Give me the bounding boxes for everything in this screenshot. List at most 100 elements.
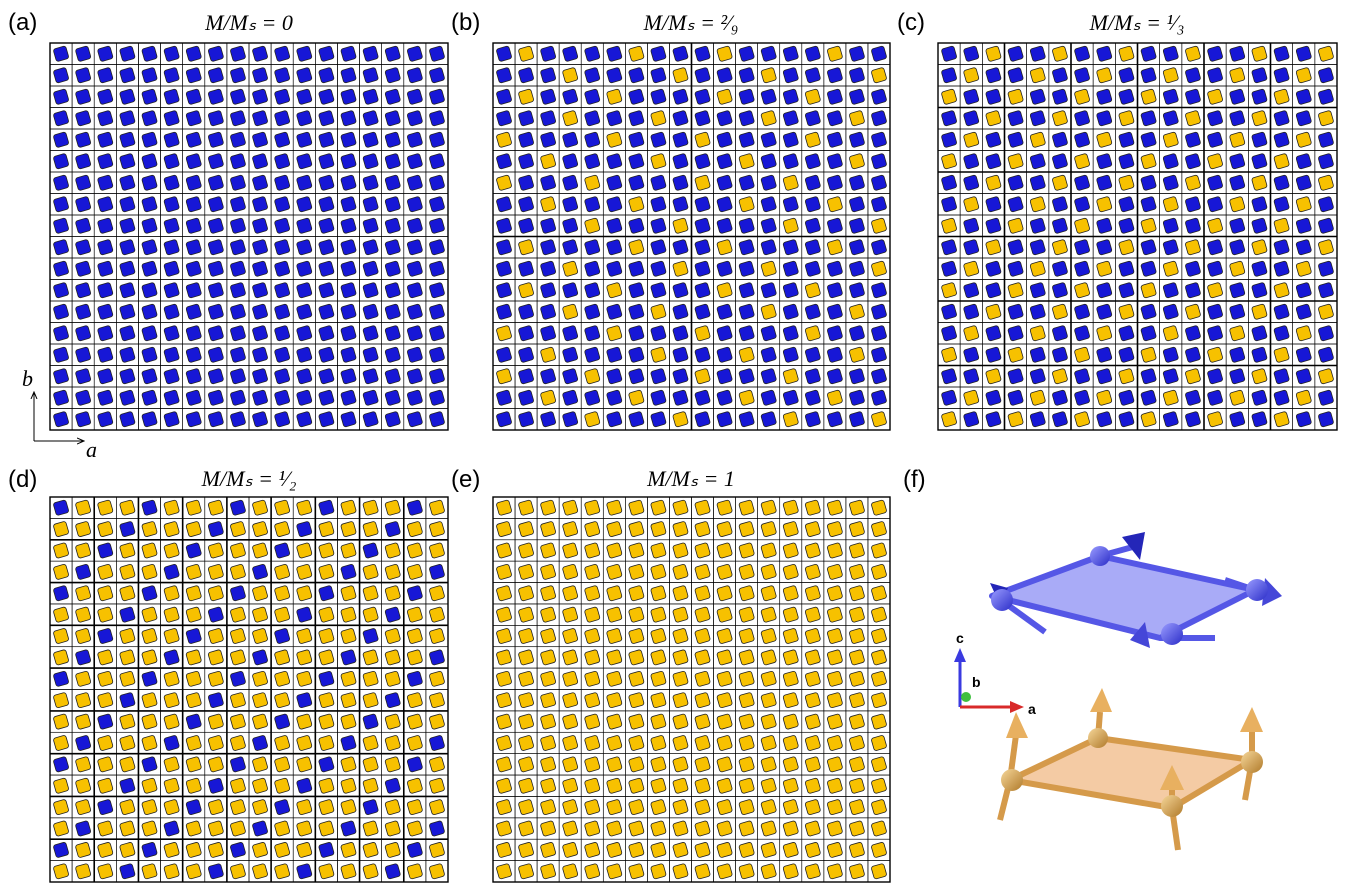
spin [650,606,667,623]
spin [518,564,534,580]
spin [274,564,291,580]
spin [716,45,733,62]
spin [207,542,224,559]
spin [384,88,401,105]
spin [716,499,733,516]
spin [804,521,821,537]
spin [584,820,601,837]
spin [252,131,268,148]
spin [384,411,401,428]
spin [1074,389,1090,406]
spin [738,67,755,84]
spin [760,174,777,191]
spin [584,325,601,342]
spin [628,303,645,320]
spin [871,346,887,363]
spin [296,67,313,84]
spin [340,260,357,277]
spin [1251,389,1268,406]
spin [1295,174,1312,191]
spin [963,325,980,342]
spin [1207,239,1223,256]
spin [518,325,534,342]
spin [318,110,335,127]
spin [318,842,335,858]
spin [362,735,379,751]
spin [119,777,136,794]
spin [296,692,313,709]
spin [185,346,202,363]
spin [1052,325,1068,342]
spin [941,346,957,363]
spin [119,303,136,320]
spin [1096,239,1113,256]
spin [672,564,689,580]
spin [738,368,755,385]
spin [97,67,114,84]
spin [760,564,777,580]
spin [53,174,69,191]
spin [1007,153,1024,170]
spin [340,777,357,794]
panel-label: (b) [451,9,480,36]
spin [1229,67,1246,84]
spin [782,628,799,644]
spin [252,411,268,428]
spin [296,521,313,537]
spin [75,88,92,105]
spin [406,585,423,602]
spin [827,499,843,516]
spin [53,411,69,428]
spin [406,606,423,623]
spin [1140,45,1157,62]
spin [384,282,401,299]
spin [650,521,667,537]
spin [606,756,623,773]
spin [296,670,313,687]
spin [738,713,755,730]
spin [496,196,512,213]
spin [119,585,136,602]
spin [1295,346,1312,363]
spin [230,282,246,299]
spin [406,110,423,127]
spin [518,45,534,62]
spin [738,131,755,148]
spin [496,628,512,644]
spin [804,628,821,644]
spin [871,863,887,880]
spin [738,670,755,687]
spin [207,713,224,730]
spin [650,153,667,170]
spin [562,564,579,580]
spin [496,217,512,234]
spin [694,649,711,666]
spin [628,756,645,773]
spin [540,325,556,342]
spin [318,542,335,559]
spin [827,606,843,623]
spin [1295,217,1312,234]
spin [941,325,957,342]
spin [1052,153,1068,170]
spin [738,585,755,602]
spin [672,303,689,320]
spin [296,411,313,428]
spin [406,303,423,320]
spin [1251,239,1268,256]
spin [274,713,291,730]
spin [384,303,401,320]
spin [384,325,401,342]
spin [97,628,114,644]
spin [406,325,423,342]
spin [672,411,689,428]
spin [163,88,180,105]
spin [1318,260,1334,277]
spin [540,585,556,602]
spin [540,692,556,709]
spin [827,153,843,170]
spin [1074,217,1090,234]
spin [296,735,313,751]
spin [1074,239,1090,256]
spin [163,45,180,62]
